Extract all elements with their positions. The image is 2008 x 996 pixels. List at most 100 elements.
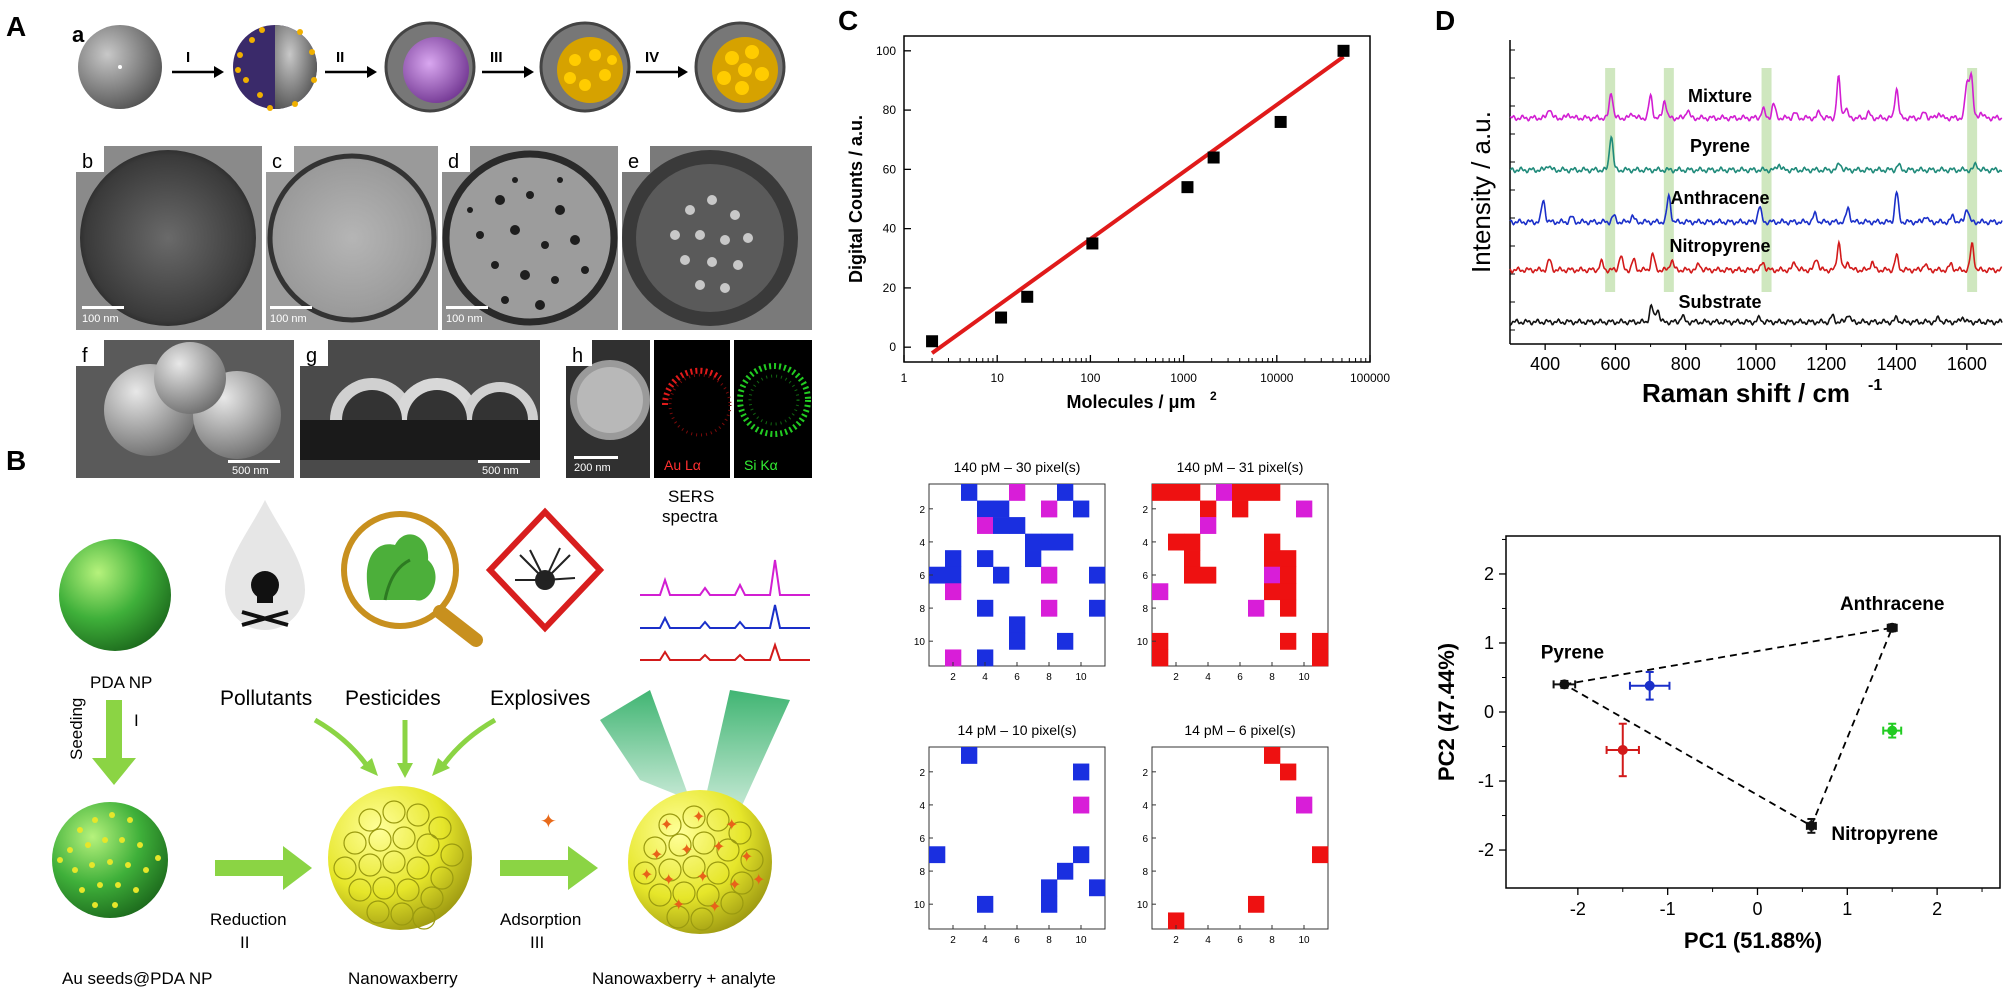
arrow-reduction [215, 846, 312, 890]
heatmap-cell [1264, 583, 1280, 600]
heatmap-y-tick-label: 4 [919, 801, 925, 812]
heatmap-cell [1312, 846, 1328, 863]
raman-series-label: Nitropyrene [1669, 236, 1770, 256]
heatmap-y-tick-label: 6 [1142, 571, 1148, 582]
y-tick-label: 0 [889, 340, 896, 354]
heatmap-cell [961, 747, 977, 764]
sers-spectra-icon: SERS spectra [640, 487, 810, 660]
heatmap-x-tick-label: 10 [1298, 672, 1310, 683]
raman-series-label: Anthracene [1670, 188, 1769, 208]
heatmap-cell [945, 583, 961, 600]
heatmap-y-tick-label: 8 [919, 867, 925, 878]
heatmap-cell [1152, 583, 1168, 600]
panel-b: PDA NP Seeding I Au seeds@PDA NP Reducti… [52, 487, 810, 988]
heatmap-cell [1280, 764, 1296, 781]
sublabel-a: a [72, 22, 85, 47]
pca-y-tick-label: -2 [1478, 840, 1494, 860]
step-arrow-iv: IV [636, 49, 688, 78]
heatmap-cell [1312, 633, 1328, 650]
pca-point [1618, 745, 1628, 755]
raman-series-line [1510, 137, 2002, 173]
heatmap-cell [1073, 846, 1089, 863]
heatmap-cell [1152, 484, 1168, 501]
svg-text:✦: ✦ [712, 839, 725, 856]
scale-bar-d: 100 nm [446, 313, 483, 325]
label-spectra: spectra [662, 507, 718, 526]
heatmap-cell [1280, 550, 1296, 567]
y-tick-label: 60 [883, 162, 897, 176]
label-pda-np: PDA NP [90, 673, 152, 692]
data-point [1021, 291, 1033, 303]
raman-x-axis-label-superscript: -1 [1868, 377, 1882, 394]
pca-x-tick-label: 0 [1752, 899, 1762, 919]
heatmap-cell [1248, 484, 1264, 501]
heatmap-cell [1280, 633, 1296, 650]
sublabel-f: f [82, 345, 88, 367]
scale-bar-c: 100 nm [270, 313, 307, 325]
hollow-sphere [386, 23, 474, 111]
heatmap-cell [1057, 534, 1073, 551]
heatmap-x-tick-label: 10 [1075, 672, 1087, 683]
x-tick-label: 10000 [1260, 371, 1294, 385]
step-label-ii: II [336, 49, 344, 66]
heatmap-cell [1089, 600, 1105, 617]
data-point [926, 335, 938, 347]
heatmap-x-tick-label: 8 [1269, 672, 1275, 683]
svg-text:✦: ✦ [696, 869, 709, 886]
label-explosives: Explosives [490, 687, 590, 710]
heatmap-cell [1152, 649, 1168, 666]
eds-map-au: Au Lα [654, 340, 730, 478]
data-point [1275, 116, 1287, 128]
chart-raman: 400 600 800 1000 1200 1400 1600 Mixture Pyrene An… [1466, 40, 2002, 408]
raman-x-tick-label: 1600 [1947, 354, 1987, 374]
sublabel-b: b [82, 151, 93, 173]
sublabel-c: c [272, 151, 282, 173]
scale-bar-g: 500 nm [482, 465, 519, 477]
heatmap-cell [1041, 896, 1057, 913]
heatmap-cell [1168, 484, 1184, 501]
heatmap-y-tick-label: 10 [1137, 637, 1149, 648]
pca-x-tick-label: -1 [1660, 899, 1676, 919]
pca-point [1887, 623, 1897, 633]
heatmap-y-tick-label: 2 [919, 768, 925, 779]
heatmap-cell [1232, 484, 1248, 501]
panel-a: a I II III [72, 22, 812, 478]
heatmap-title: 14 pM – 6 pixel(s) [1184, 722, 1295, 738]
heatmap-cell [1312, 649, 1328, 666]
chart-calibration: 1 10 100 1000 10000 100000 0 20 40 60 80 100 Digital… [846, 36, 1390, 412]
x-tick-label: 10 [991, 371, 1005, 385]
sublabel-d: d [448, 151, 459, 173]
pca-y-tick-label: 1 [1484, 633, 1494, 653]
heatmap-y-tick-label: 8 [919, 604, 925, 615]
heatmap-y-tick-label: 2 [1142, 768, 1148, 779]
heatmap-x-tick-label: 8 [1269, 935, 1275, 946]
pca-triangle [1564, 628, 1892, 826]
heatmap-cell [1073, 501, 1089, 518]
tem-image-b: b 100 nm [76, 146, 262, 330]
heatmap-cell [1073, 797, 1089, 814]
raman-series-line [1510, 73, 2002, 120]
label-nanowaxberry: Nanowaxberry [348, 969, 458, 988]
heatmap-cell [977, 550, 993, 567]
label-pollutants: Pollutants [220, 687, 312, 710]
pca-point [1559, 679, 1569, 689]
step-label-iv: IV [645, 49, 659, 66]
heatmap-cell [1200, 501, 1216, 518]
x-tick-label: 100000 [1350, 371, 1390, 385]
svg-text:✦: ✦ [660, 817, 673, 834]
au-seeds-sphere [52, 802, 168, 918]
heatmap-cell [977, 517, 993, 534]
pca-x-axis-label: PC1 (51.88%) [1684, 928, 1822, 953]
heatmap-cell [1184, 484, 1200, 501]
heatmap-title: 14 pM – 10 pixel(s) [957, 722, 1076, 738]
heatmap-cell [1248, 600, 1264, 617]
map-label-au: Au Lα [664, 457, 701, 473]
step-arrow-ii: II [325, 49, 377, 78]
x-tick-label: 100 [1080, 371, 1100, 385]
heatmap-x-tick-label: 4 [982, 672, 988, 683]
pca-point-label: Nitropyrene [1831, 824, 1938, 845]
pda-np-sphere [59, 539, 171, 651]
step-label-iii: III [490, 49, 503, 66]
heatmap-y-tick-label: 2 [919, 505, 925, 516]
panel-label-d: D [1435, 5, 1455, 36]
